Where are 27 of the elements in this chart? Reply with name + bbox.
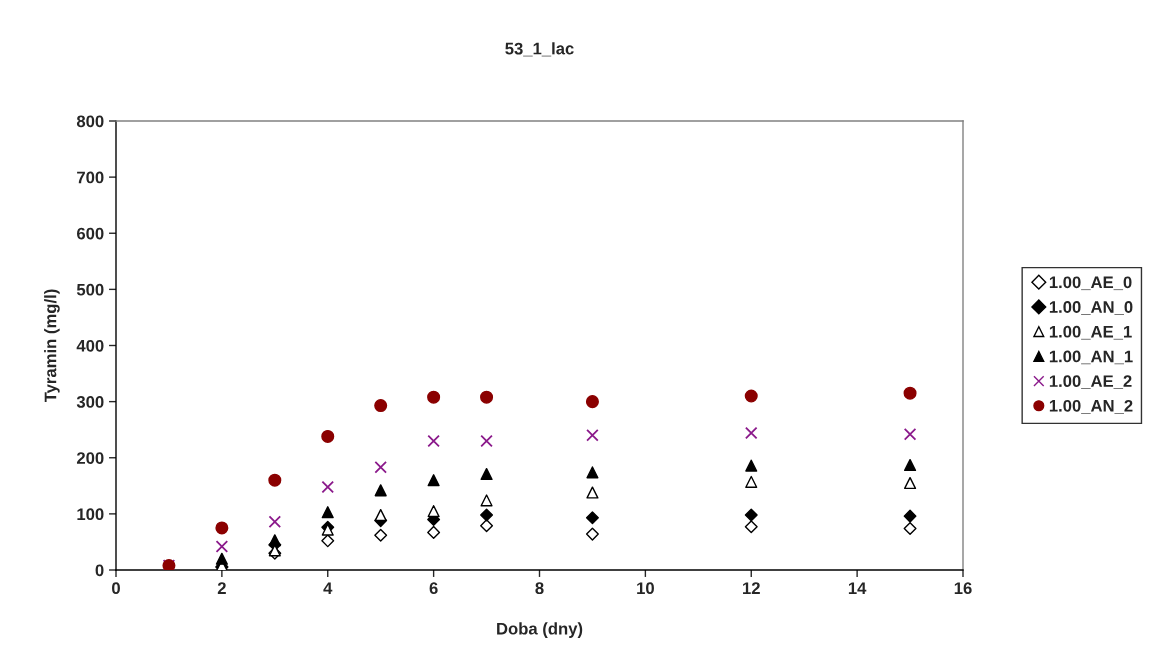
x-tick-label: 16 xyxy=(954,582,972,595)
y-tick-label: 0 xyxy=(95,564,104,577)
x-tick-label: 6 xyxy=(429,582,438,595)
y-tick-label: 200 xyxy=(76,452,104,464)
x-tick-label: 0 xyxy=(112,582,120,595)
legend-label: 1.00_AN_1 xyxy=(1049,350,1133,365)
chart-title: 53_1_lac xyxy=(505,42,574,57)
y-tick-label: 600 xyxy=(77,227,104,240)
legend-label: 1.00_AE_2 xyxy=(1049,375,1132,389)
x-tick-label: 4 xyxy=(323,582,333,594)
y-tick-label: 300 xyxy=(76,396,104,408)
y-tick-label: 800 xyxy=(76,115,104,128)
y-tick-label: 400 xyxy=(76,339,104,352)
y-axis-title: Tyramin (mg/l) xyxy=(44,289,60,403)
legend-label: 1.00_AE_1 xyxy=(1049,325,1132,340)
x-tick-label: 2 xyxy=(217,582,226,594)
y-tick-label: 100 xyxy=(77,508,104,521)
legend-label: 1.00_AN_2 xyxy=(1049,399,1133,414)
y-tick-label: 700 xyxy=(77,171,104,184)
x-tick-label: 14 xyxy=(848,582,867,594)
x-axis-title: Doba (dny) xyxy=(497,622,583,638)
x-tick-label: 8 xyxy=(535,582,544,595)
y-tick-label: 500 xyxy=(76,283,104,296)
legend-label: 1.00_AN_0 xyxy=(1049,301,1133,315)
legend-label: 1.00_AE_0 xyxy=(1049,276,1132,291)
x-tick-label: 10 xyxy=(637,582,654,595)
x-tick-label: 12 xyxy=(743,582,760,594)
